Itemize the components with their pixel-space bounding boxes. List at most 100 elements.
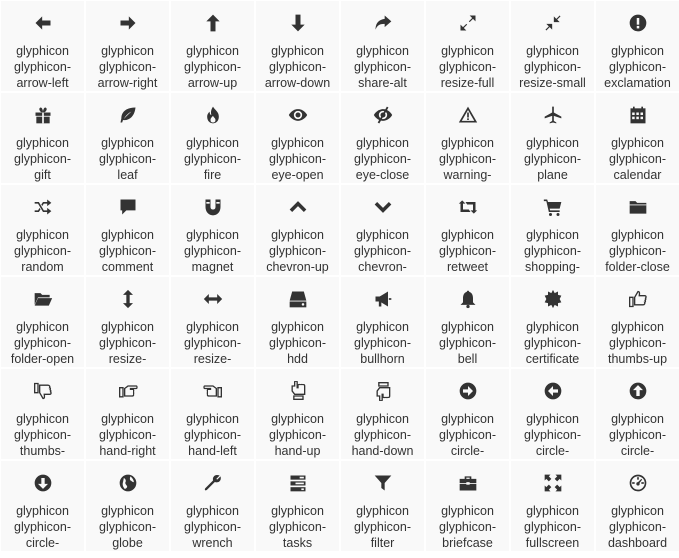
glyphicon-label-line-3: comment [101, 260, 154, 274]
glyphicon-label-line-3: shopping- [525, 260, 580, 274]
glyphicon-label: glyphicon glyphicon-calendar [596, 135, 679, 183]
filter-icon [341, 463, 424, 503]
glyphicon-cell[interactable]: glyphicon glyphicon-hdd [255, 276, 340, 368]
glyphicon-label-line-1: glyphicon [611, 228, 664, 242]
glyphicon-label-line-1: glyphicon [271, 136, 324, 150]
leaf-icon [86, 95, 169, 135]
glyphicon-label: glyphicon glyphicon-eye-close [341, 135, 424, 183]
glyphicon-cell[interactable]: glyphicon glyphicon-warning- [425, 92, 510, 184]
glyphicon-cell[interactable]: glyphicon glyphicon-circle- [510, 368, 595, 460]
glyphicon-cell[interactable]: glyphicon glyphicon-shopping- [510, 184, 595, 276]
glyphicon-cell[interactable]: glyphicon glyphicon-fire [170, 92, 255, 184]
glyphicon-cell[interactable]: glyphicon glyphicon-leaf [85, 92, 170, 184]
glyphicon-label: glyphicon glyphicon-dashboard [596, 503, 679, 551]
glyphicon-label-line-1: glyphicon [16, 320, 69, 334]
glyphicon-label-line-2: glyphicon- [99, 152, 156, 166]
glyphicon-cell[interactable]: glyphicon glyphicon-gift [0, 92, 85, 184]
glyphicon-cell[interactable]: glyphicon glyphicon-bell [425, 276, 510, 368]
glyphicon-label-line-3: hand-down [351, 444, 414, 458]
glyphicon-cell[interactable]: glyphicon glyphicon-plane [510, 92, 595, 184]
glyphicon-cell[interactable]: glyphicon glyphicon-bullhorn [340, 276, 425, 368]
glyphicon-label: glyphicon glyphicon-gift [1, 135, 84, 183]
glyphicon-label: glyphicon glyphicon-filter [341, 503, 424, 551]
glyphicon-cell[interactable]: glyphicon glyphicon-resize- [170, 276, 255, 368]
glyphicon-cell[interactable]: glyphicon glyphicon-resize-small [510, 0, 595, 92]
glyphicon-label-line-1: glyphicon [16, 504, 69, 518]
eye-close-icon [341, 95, 424, 135]
glyphicon-label: glyphicon glyphicon-circle- [1, 503, 84, 551]
shopping-cart-icon [511, 187, 594, 227]
glyphicon-cell[interactable]: glyphicon glyphicon-folder-close [595, 184, 679, 276]
glyphicon-cell[interactable]: glyphicon glyphicon-arrow-left [0, 0, 85, 92]
glyphicon-cell[interactable]: glyphicon glyphicon-comment [85, 184, 170, 276]
glyphicon-label-line-1: glyphicon [611, 136, 664, 150]
magnet-icon [171, 187, 254, 227]
glyphicon-label-line-1: glyphicon [526, 44, 579, 58]
glyphicon-cell[interactable]: glyphicon glyphicon-share-alt [340, 0, 425, 92]
glyphicon-cell[interactable]: glyphicon glyphicon-resize- [85, 276, 170, 368]
glyphicon-cell[interactable]: glyphicon glyphicon-magnet [170, 184, 255, 276]
glyphicon-cell[interactable]: glyphicon glyphicon-hand-down [340, 368, 425, 460]
briefcase-icon [426, 463, 509, 503]
glyphicon-label-line-1: glyphicon [101, 44, 154, 58]
glyphicon-cell[interactable]: glyphicon glyphicon-hand-up [255, 368, 340, 460]
glyphicon-cell[interactable]: glyphicon glyphicon-wrench [170, 460, 255, 552]
glyphicon-cell[interactable]: glyphicon glyphicon-thumbs-up [595, 276, 679, 368]
glyphicon-label-line-1: glyphicon [271, 44, 324, 58]
glyphicon-label-line-3: hand-right [99, 444, 156, 458]
glyphicon-cell[interactable]: glyphicon glyphicon-arrow-up [170, 0, 255, 92]
arrow-right-icon [86, 3, 169, 43]
glyphicon-label-line-2: glyphicon- [524, 336, 581, 350]
glyphicon-label: glyphicon glyphicon-plane [511, 135, 594, 183]
exclamation-icon [596, 3, 679, 43]
glyphicon-label-line-3: certificate [525, 352, 580, 366]
glyphicon-cell[interactable]: glyphicon glyphicon-thumbs- [0, 368, 85, 460]
glyphicon-cell[interactable]: glyphicon glyphicon-hand-right [85, 368, 170, 460]
glyphicon-cell[interactable]: glyphicon glyphicon-circle- [595, 368, 679, 460]
glyphicon-cell[interactable]: glyphicon glyphicon-hand-left [170, 368, 255, 460]
random-icon [1, 187, 84, 227]
glyphicon-cell[interactable]: glyphicon glyphicon-exclamation [595, 0, 679, 92]
glyphicon-label-line-2: glyphicon- [269, 520, 326, 534]
glyphicon-cell[interactable]: glyphicon glyphicon-folder-open [0, 276, 85, 368]
glyphicon-cell[interactable]: glyphicon glyphicon-tasks [255, 460, 340, 552]
glyphicon-label-line-2: glyphicon- [14, 428, 71, 442]
globe-icon [86, 463, 169, 503]
circle-arrow-right-icon [426, 371, 509, 411]
glyphicon-label-line-1: glyphicon [101, 412, 154, 426]
glyphicon-cell[interactable]: glyphicon glyphicon-certificate [510, 276, 595, 368]
glyphicon-cell[interactable]: glyphicon glyphicon-briefcase [425, 460, 510, 552]
glyphicon-cell[interactable]: glyphicon glyphicon-globe [85, 460, 170, 552]
glyphicon-label-line-1: glyphicon [526, 504, 579, 518]
glyphicon-cell[interactable]: glyphicon glyphicon-dashboard [595, 460, 679, 552]
glyphicon-label-line-1: glyphicon [186, 228, 239, 242]
glyphicon-cell[interactable]: glyphicon glyphicon-retweet [425, 184, 510, 276]
glyphicon-cell[interactable]: glyphicon glyphicon-circle- [0, 460, 85, 552]
glyphicon-label-line-2: glyphicon- [184, 336, 241, 350]
glyphicon-cell[interactable]: glyphicon glyphicon-chevron-up [255, 184, 340, 276]
glyphicon-label-line-3: folder-open [10, 352, 75, 366]
glyphicon-label: glyphicon glyphicon-chevron- [341, 227, 424, 275]
glyphicon-label-line-3: circle- [25, 536, 60, 550]
glyphicon-label-line-1: glyphicon [441, 136, 494, 150]
glyphicon-cell[interactable]: glyphicon glyphicon-eye-open [255, 92, 340, 184]
glyphicon-cell[interactable]: glyphicon glyphicon-filter [340, 460, 425, 552]
glyphicon-label-line-2: glyphicon- [184, 428, 241, 442]
glyphicon-label-line-1: glyphicon [101, 320, 154, 334]
glyphicon-label-line-2: glyphicon- [269, 152, 326, 166]
glyphicon-cell[interactable]: glyphicon glyphicon-fullscreen [510, 460, 595, 552]
glyphicon-label-line-3: folder-close [605, 260, 670, 274]
glyphicon-cell[interactable]: glyphicon glyphicon-arrow-down [255, 0, 340, 92]
glyphicon-label-line-3: circle- [620, 444, 655, 458]
arrow-down-icon [256, 3, 339, 43]
glyphicon-cell[interactable]: glyphicon glyphicon-chevron- [340, 184, 425, 276]
glyphicon-cell[interactable]: glyphicon glyphicon-calendar [595, 92, 679, 184]
glyphicon-label: glyphicon glyphicon-circle- [426, 411, 509, 459]
glyphicon-label-line-3: random [21, 260, 64, 274]
glyphicon-cell[interactable]: glyphicon glyphicon-resize-full [425, 0, 510, 92]
glyphicon-cell[interactable]: glyphicon glyphicon-circle- [425, 368, 510, 460]
glyphicon-label-line-3: gift [34, 168, 51, 182]
glyphicon-cell[interactable]: glyphicon glyphicon-random [0, 184, 85, 276]
glyphicon-cell[interactable]: glyphicon glyphicon-arrow-right [85, 0, 170, 92]
glyphicon-cell[interactable]: glyphicon glyphicon-eye-close [340, 92, 425, 184]
